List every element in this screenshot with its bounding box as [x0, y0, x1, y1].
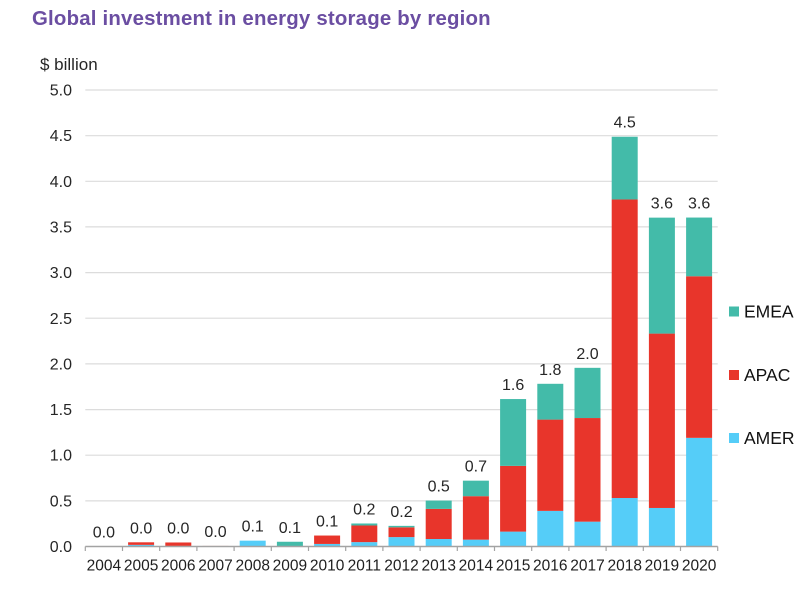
svg-text:2012: 2012: [384, 558, 418, 575]
svg-text:1.8: 1.8: [539, 362, 561, 379]
svg-text:3.5: 3.5: [50, 219, 72, 236]
svg-text:5.0: 5.0: [50, 83, 72, 100]
svg-text:2010: 2010: [310, 558, 345, 575]
svg-text:2011: 2011: [348, 558, 381, 575]
svg-text:2020: 2020: [682, 558, 717, 575]
svg-text:1.5: 1.5: [50, 402, 72, 419]
svg-text:0.2: 0.2: [353, 502, 375, 519]
svg-text:2008: 2008: [235, 558, 269, 575]
svg-text:2006: 2006: [161, 558, 195, 575]
svg-text:2.0: 2.0: [576, 346, 598, 363]
svg-text:0.5: 0.5: [50, 493, 72, 510]
svg-text:0.0: 0.0: [130, 520, 152, 537]
svg-text:2009: 2009: [273, 558, 307, 575]
svg-text:0.5: 0.5: [428, 479, 450, 496]
svg-text:3.6: 3.6: [688, 196, 710, 213]
svg-text:0.0: 0.0: [167, 521, 189, 538]
svg-text:0.2: 0.2: [390, 504, 412, 521]
svg-text:4.0: 4.0: [50, 174, 72, 191]
svg-text:0.0: 0.0: [93, 525, 115, 542]
svg-text:0.7: 0.7: [465, 459, 487, 476]
svg-text:0.1: 0.1: [242, 519, 264, 536]
svg-text:2017: 2017: [570, 558, 604, 575]
svg-text:2005: 2005: [124, 558, 158, 575]
svg-text:2013: 2013: [421, 558, 455, 575]
svg-text:2016: 2016: [533, 558, 567, 575]
svg-text:0.0: 0.0: [204, 524, 226, 541]
svg-text:3.0: 3.0: [50, 265, 72, 282]
svg-text:2004: 2004: [87, 558, 122, 575]
svg-text:2.5: 2.5: [50, 311, 72, 328]
svg-text:3.6: 3.6: [651, 196, 673, 213]
svg-text:AMER: AMER: [744, 428, 795, 448]
svg-text:2018: 2018: [607, 558, 641, 575]
svg-text:2015: 2015: [496, 558, 530, 575]
svg-text:EMEA: EMEA: [744, 302, 794, 322]
svg-text:2.0: 2.0: [50, 356, 72, 373]
svg-text:4.5: 4.5: [614, 115, 636, 132]
svg-text:2019: 2019: [645, 558, 679, 575]
svg-text:0.1: 0.1: [279, 520, 301, 537]
svg-text:0.1: 0.1: [316, 514, 338, 531]
svg-text:2007: 2007: [198, 558, 232, 575]
svg-text:1.0: 1.0: [50, 448, 72, 465]
svg-text:APAC: APAC: [744, 365, 790, 385]
svg-text:1.6: 1.6: [502, 377, 524, 394]
svg-text:2014: 2014: [459, 558, 494, 575]
svg-text:0.0: 0.0: [50, 539, 72, 556]
svg-text:4.5: 4.5: [50, 128, 72, 145]
